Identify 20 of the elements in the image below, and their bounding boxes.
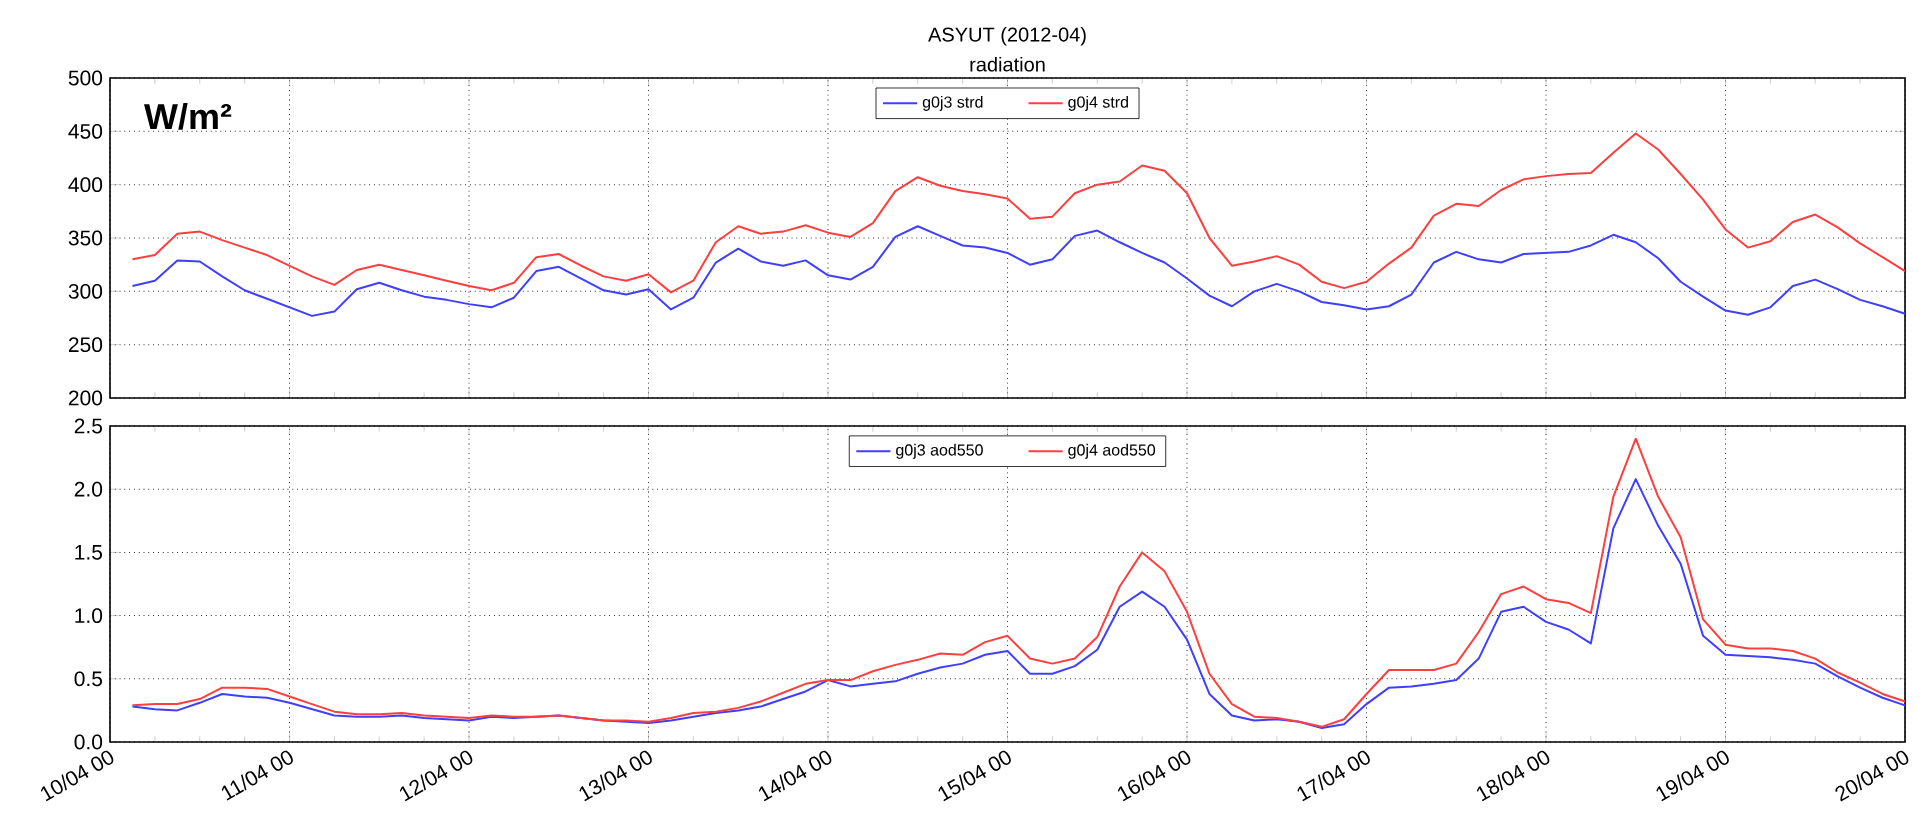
y-tick-label: 0.5: [74, 671, 103, 687]
annotation: W/m²: [144, 102, 232, 130]
chart-title: ASYUT (2012-04): [928, 26, 1086, 46]
y-tick-label: 300: [68, 283, 103, 299]
y-tick-label: 2.0: [74, 481, 103, 497]
y-tick-label: 2.5: [74, 418, 103, 434]
y-tick-label: 1.0: [75, 608, 103, 624]
legend-label: g0j3 aod550: [896, 443, 983, 459]
y-tick-label: 1.5: [75, 545, 103, 560]
legend-label: g0j4 strd: [1068, 95, 1128, 111]
y-tick-label: 0.0: [74, 734, 103, 750]
y-tick-label: 250: [68, 337, 103, 353]
chart-subtitle: radiation: [970, 56, 1045, 72]
y-tick-label: 450: [68, 123, 103, 139]
legend-label: g0j4 aod550: [1068, 443, 1156, 459]
y-tick-label: 400: [68, 177, 103, 193]
y-tick-label: 200: [68, 390, 103, 406]
legend-label: g0j3 strd: [922, 95, 983, 111]
y-tick-label: 500: [68, 70, 103, 86]
y-tick-label: 350: [68, 230, 103, 246]
